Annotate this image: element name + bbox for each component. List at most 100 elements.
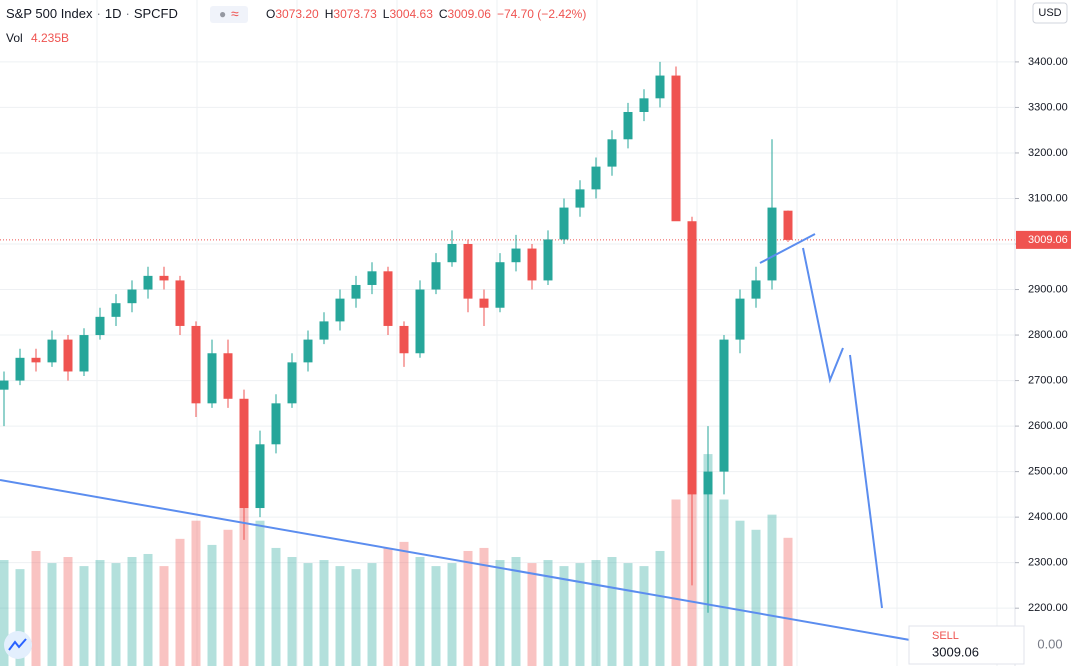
candle-body xyxy=(767,207,777,281)
drawings xyxy=(0,233,911,641)
icon: ● xyxy=(219,7,226,21)
volume-bar xyxy=(95,560,105,666)
volume-bar xyxy=(335,566,345,666)
trade-panel[interactable]: SELL 3009.06 0.00 xyxy=(908,625,1063,665)
legend: S&P 500 Index · 1D · SPCFD ● ≈ O3073.20 H3073… xyxy=(6,6,586,45)
ohlc-key: O xyxy=(266,7,275,21)
candle-body xyxy=(287,362,297,404)
candle-body xyxy=(271,403,281,445)
y-tick-label: 3100.00 xyxy=(1028,192,1068,204)
volume-bar xyxy=(79,566,89,666)
ohlc-values: O3073.20 H3073.73 L3004.63 C3009.06 −74.70 (… xyxy=(266,7,586,21)
projection-line xyxy=(849,354,883,609)
volume-bar xyxy=(15,569,25,666)
price-axis-labels: 2200.00 2300.00 2400.00 2500.00 2600.00 2700.… xyxy=(1015,56,1071,614)
icon: ≈ xyxy=(231,6,239,22)
toggle-icons[interactable] xyxy=(210,6,248,23)
ohlc-key: C xyxy=(439,7,448,21)
trend-line xyxy=(0,479,911,641)
candle-body xyxy=(175,280,185,326)
interval: 1D xyxy=(105,6,122,21)
candle-body xyxy=(95,316,105,336)
y-tick-label: 2400.00 xyxy=(1028,511,1068,523)
volume-bar xyxy=(175,538,185,666)
volume-bar xyxy=(495,560,505,666)
candle-body xyxy=(431,262,441,290)
symbol: S&P 500 Index xyxy=(6,6,93,21)
volume-value: 4.235B xyxy=(31,31,69,45)
y-tick-label: 3300.00 xyxy=(1028,101,1068,113)
volume-bar xyxy=(207,544,217,666)
candle-body xyxy=(527,248,537,281)
separator: · xyxy=(125,6,129,21)
last-price-box xyxy=(1016,230,1071,249)
candle-body xyxy=(735,298,745,340)
volume-bar xyxy=(271,547,281,666)
candle-body xyxy=(623,111,633,140)
candle-body xyxy=(703,471,713,495)
y-tick-label: 2200.00 xyxy=(1028,602,1068,614)
candle-body xyxy=(319,321,329,340)
volume-bar xyxy=(735,520,745,666)
volume-bar xyxy=(767,514,777,666)
volume-pane xyxy=(0,429,793,666)
candle-body xyxy=(719,339,729,472)
volume-bar xyxy=(159,566,169,666)
volume-bar xyxy=(111,563,121,666)
volume-bar xyxy=(47,563,57,666)
volume-bar xyxy=(463,550,473,666)
volume-bar xyxy=(783,537,793,666)
volume-bar xyxy=(527,563,537,666)
volume-bar xyxy=(431,566,441,666)
volume-bar xyxy=(655,550,665,666)
candle-body xyxy=(79,335,89,372)
volume-bar xyxy=(607,557,617,666)
candle-body xyxy=(783,210,793,240)
candle-body xyxy=(463,244,473,299)
sell-button[interactable] xyxy=(908,625,1025,665)
y-tick-label: 3400.00 xyxy=(1028,56,1068,68)
volume-bar xyxy=(623,563,633,666)
candle-body xyxy=(143,275,153,290)
y-tick-label: 2500.00 xyxy=(1028,466,1068,478)
ohlc-key: L xyxy=(383,7,390,21)
last-price-label: 3009.06 xyxy=(1028,234,1068,246)
candle-body xyxy=(655,75,665,99)
volume-bar xyxy=(127,557,137,666)
volume-bar xyxy=(63,557,73,666)
ohlc-value: 3009.06 xyxy=(448,7,492,21)
candle-body xyxy=(751,280,761,299)
volume-bar xyxy=(639,566,649,666)
price-axis xyxy=(1015,0,1071,666)
y-tick-label: 2300.00 xyxy=(1028,557,1068,569)
candle-body xyxy=(15,357,25,381)
candle-body xyxy=(591,166,601,190)
y-tick-label: 2800.00 xyxy=(1028,329,1068,341)
volume-bar xyxy=(415,557,425,666)
ohlc-value: 3073.20 xyxy=(275,7,319,21)
change: −74.70 (−2.42%) xyxy=(497,7,586,21)
volume-bar xyxy=(143,553,153,666)
ohlc-value: 3073.73 xyxy=(333,7,377,21)
grid xyxy=(0,0,1015,666)
volume-bar xyxy=(287,557,297,666)
currency-box[interactable] xyxy=(1032,2,1068,24)
volume-bar xyxy=(511,557,521,666)
volume-bar xyxy=(751,529,761,666)
candle-body xyxy=(0,380,9,390)
candle-body xyxy=(687,221,697,495)
candle-body xyxy=(399,325,409,354)
separator: · xyxy=(97,6,101,21)
volume-bar xyxy=(239,499,249,666)
ohlc-value: 3004.63 xyxy=(389,7,433,21)
candle-body xyxy=(447,244,457,263)
candle-body xyxy=(479,298,489,308)
candle-body xyxy=(111,303,121,317)
logo-mark xyxy=(8,638,27,651)
projection-line xyxy=(802,247,844,384)
currency: USD xyxy=(1038,7,1061,19)
candle-body xyxy=(191,325,201,404)
candle-body xyxy=(543,239,553,281)
y-tick-label: 2600.00 xyxy=(1028,420,1068,432)
